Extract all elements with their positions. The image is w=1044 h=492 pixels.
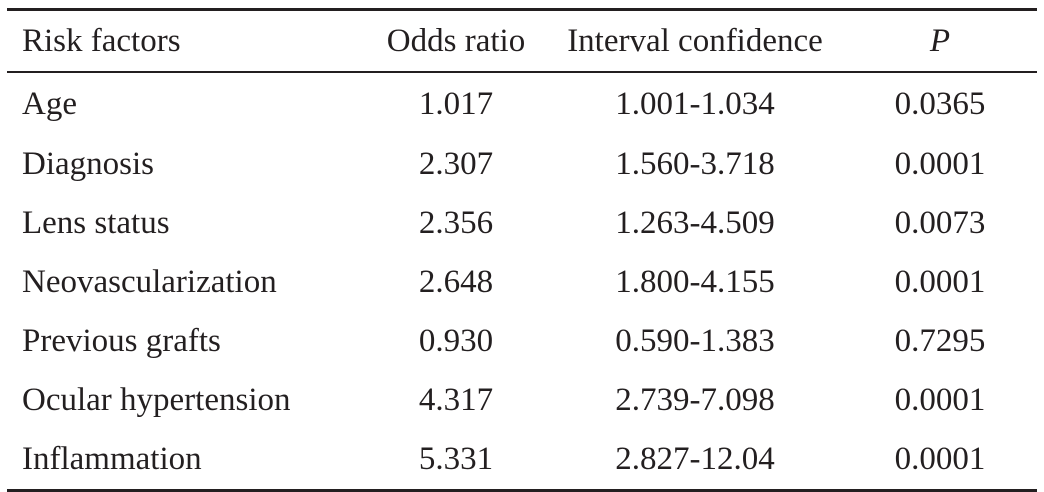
risk-factor-cell: Neovascularization (22, 264, 277, 300)
header-row: Risk factors Odds ratio Interval confide… (7, 9, 1037, 72)
interval-cell: 1.001-1.034 (615, 85, 775, 122)
p-value-cell: 0.0001 (894, 264, 986, 300)
header-odds-ratio: Odds ratio (386, 22, 526, 59)
odds-ratio-cell: 2.307 (418, 146, 494, 182)
table-row: Age 1.017 1.001-1.034 0.0365 (7, 72, 1037, 135)
risk-factor-cell: Lens status (22, 205, 170, 241)
p-value-cell: 0.0001 (894, 441, 986, 477)
table-row: Neovascularization 2.648 1.800-4.155 0.0… (7, 253, 1037, 312)
risk-factor-cell: Diagnosis (22, 146, 154, 182)
table-header: Risk factors Odds ratio Interval confide… (7, 9, 1037, 72)
risk-factor-cell: Ocular hypertension (22, 382, 291, 418)
interval-cell: 0.590-1.383 (615, 323, 775, 359)
table-row: Lens status 2.356 1.263-4.509 0.0073 (7, 194, 1037, 253)
interval-cell: 2.827-12.04 (615, 441, 775, 477)
table-body: Age 1.017 1.001-1.034 0.0365 Diagnosis 2… (7, 72, 1037, 491)
interval-cell: 1.800-4.155 (615, 264, 775, 300)
odds-ratio-cell: 5.331 (418, 441, 494, 477)
risk-factor-cell: Inflammation (22, 441, 202, 477)
p-value-cell: 0.0001 (894, 382, 986, 418)
risk-factor-cell: Age (22, 85, 77, 122)
interval-cell: 2.739-7.098 (615, 382, 775, 418)
odds-ratio-cell: 1.017 (418, 85, 494, 122)
odds-ratio-cell: 0.930 (418, 323, 494, 359)
odds-ratio-cell: 2.648 (418, 264, 494, 300)
table-row: Ocular hypertension 4.317 2.739-7.098 0.… (7, 371, 1037, 430)
risk-factor-cell: Previous grafts (22, 323, 221, 359)
header-risk-factors: Risk factors (22, 22, 181, 59)
table-row: Previous grafts 0.930 0.590-1.383 0.7295 (7, 312, 1037, 371)
odds-ratio-cell: 4.317 (418, 382, 494, 418)
p-value-cell: 0.0001 (894, 146, 986, 182)
table-row: Inflammation 5.331 2.827-12.04 0.0001 (7, 430, 1037, 491)
p-value-cell: 0.0073 (894, 205, 986, 241)
header-interval-confidence: Interval confidence (567, 22, 823, 59)
p-value-cell: 0.0365 (894, 85, 986, 122)
table-row: Diagnosis 2.307 1.560-3.718 0.0001 (7, 135, 1037, 194)
risk-factors-table-container: Risk factors Odds ratio Interval confide… (7, 8, 1037, 492)
risk-factors-table: Risk factors Odds ratio Interval confide… (7, 8, 1037, 492)
header-p-value: P (929, 22, 951, 59)
odds-ratio-cell: 2.356 (418, 205, 494, 241)
p-value-cell: 0.7295 (894, 323, 986, 359)
interval-cell: 1.560-3.718 (615, 146, 775, 182)
interval-cell: 1.263-4.509 (615, 205, 775, 241)
